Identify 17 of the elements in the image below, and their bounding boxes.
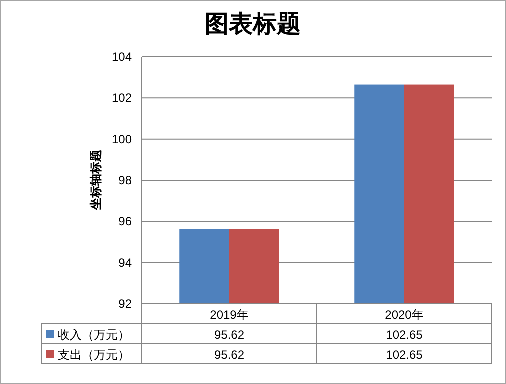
y-tick-label: 94 [118, 256, 132, 270]
y-tick-label: 92 [118, 297, 132, 311]
x-tick-label: 2020年 [385, 308, 424, 322]
y-axis-title: 坐标轴标题 [89, 150, 103, 211]
y-tick-label: 100 [112, 132, 132, 146]
legend-label: 收入（万元） [58, 328, 130, 342]
x-tick-label: 2019年 [210, 308, 249, 322]
y-tick-label: 102 [112, 91, 132, 106]
y-tick-label: 104 [112, 50, 132, 64]
data-label: 102.65 [386, 328, 424, 342]
chart-title: 图表标题 [205, 11, 301, 38]
legend-label: 支出（万元） [58, 348, 130, 362]
y-tick-label: 98 [118, 174, 132, 188]
data-label: 95.62 [214, 328, 245, 342]
data-label: 95.62 [214, 348, 245, 362]
data-label: 102.65 [386, 348, 424, 362]
y-tick-label: 96 [118, 214, 132, 229]
